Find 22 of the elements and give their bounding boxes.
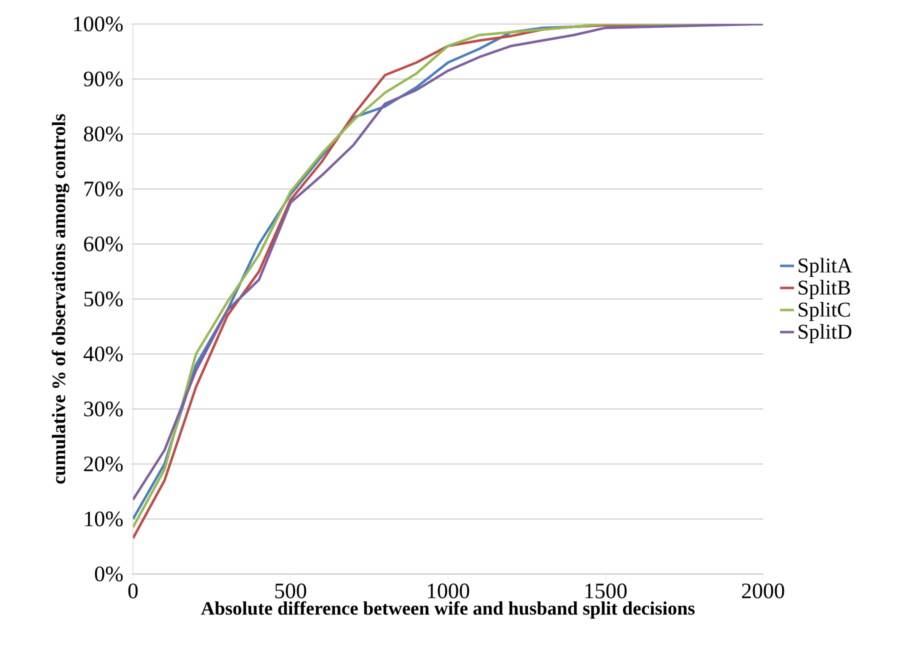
x-tick-label: 1000 xyxy=(428,584,470,598)
legend-label: SplitC xyxy=(798,302,850,322)
legend-label: SplitB xyxy=(798,280,850,299)
y-tick-label: 0% xyxy=(94,566,123,582)
y-tick-label: 50% xyxy=(84,292,123,306)
y-tick-label: 40% xyxy=(84,346,123,362)
legend-label: SplitA xyxy=(798,258,852,277)
y-axis-title: cumulative % of observations among controls xyxy=(52,114,70,484)
x-tick-label: 500 xyxy=(275,584,306,598)
x-tick-label: 0 xyxy=(128,584,138,598)
y-tick-label: 60% xyxy=(84,236,123,252)
y-tick-label: 20% xyxy=(84,456,123,472)
y-tick-label: 100% xyxy=(74,16,123,32)
x-tick-label: 2000 xyxy=(742,584,784,598)
y-tick-label: 70% xyxy=(84,182,123,196)
y-tick-label: 10% xyxy=(85,512,123,526)
x-axis-title: Absolute difference between wife and husband split decisions xyxy=(201,601,695,619)
x-tick-label: 1500 xyxy=(585,584,627,598)
y-tick-label: 30% xyxy=(84,402,123,416)
y-tick-label: 90% xyxy=(84,72,123,86)
legend-label: SplitD xyxy=(798,324,852,344)
y-tick-label: 80% xyxy=(84,126,123,142)
